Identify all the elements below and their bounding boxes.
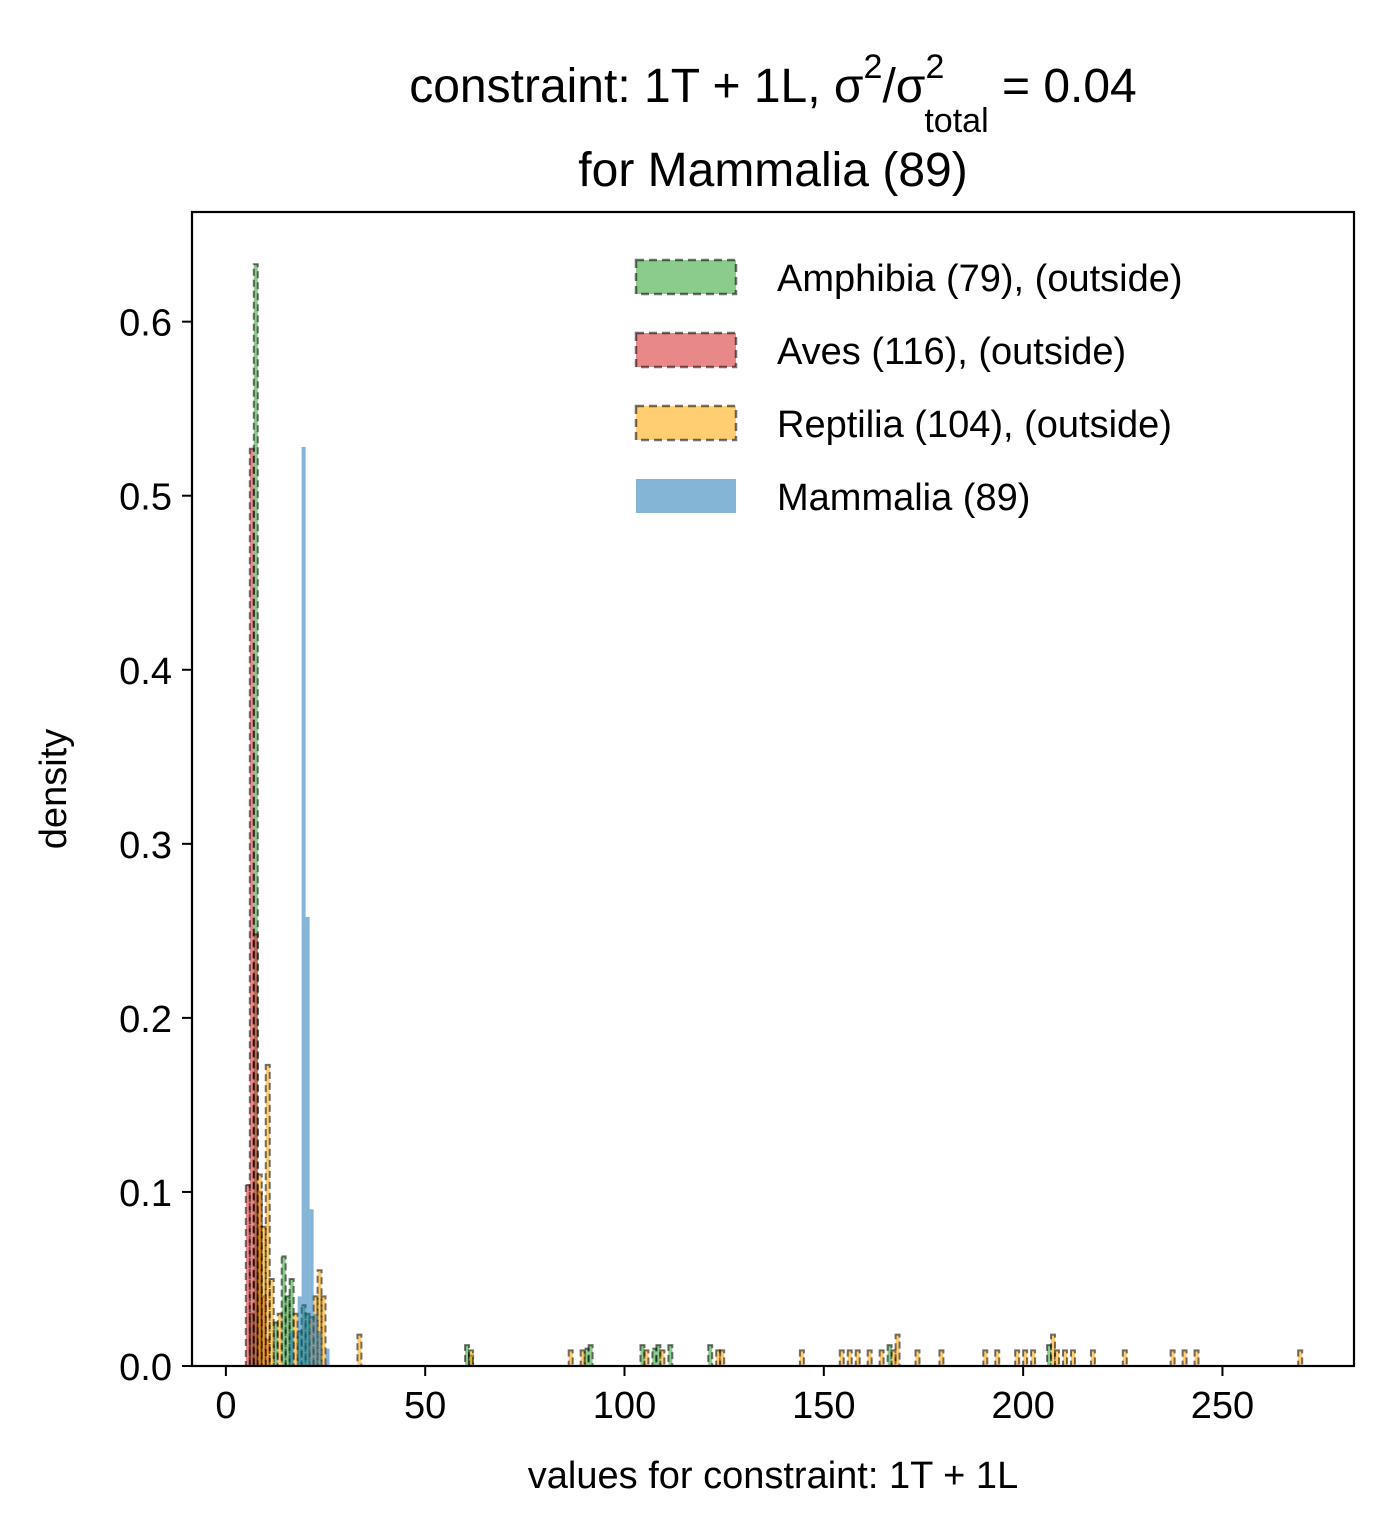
bar — [643, 1349, 650, 1367]
legend-item: Reptilia (104), (outside) — [634, 404, 1172, 446]
bar — [305, 916, 310, 1366]
x-axis: 0 50 100 150 200 250 — [215, 1366, 1254, 1427]
bar — [292, 1312, 299, 1368]
legend: Amphibia (79), (outside) Aves (116), (out… — [634, 258, 1183, 519]
bar — [309, 1209, 314, 1366]
bar — [468, 1349, 475, 1367]
bar — [1121, 1349, 1128, 1367]
bar — [938, 1349, 945, 1367]
series-mammalia-89 — [289, 446, 330, 1367]
chart-title: constraint: 1T + 1L, σ2/σ2 total = 0.04 — [409, 48, 1137, 140]
legend-item: Amphibia (79), (outside) — [634, 258, 1183, 300]
x-tick-label: 0 — [215, 1385, 236, 1427]
y-tick-label: 0.1 — [119, 1173, 172, 1215]
legend-swatch — [634, 404, 738, 442]
bar — [252, 263, 259, 1368]
bar — [878, 1349, 885, 1367]
legend-label: Aves (116), (outside) — [777, 331, 1126, 373]
bar — [838, 1349, 845, 1367]
bar — [1089, 1349, 1096, 1367]
bar — [1062, 1349, 1068, 1367]
bar — [914, 1349, 921, 1367]
y-tick-label: 0.3 — [119, 825, 172, 867]
bar — [320, 1295, 327, 1368]
bar — [846, 1349, 853, 1367]
y-tick-label: 0.5 — [119, 477, 172, 519]
legend-swatch — [636, 479, 736, 513]
bars-layer — [244, 263, 1304, 1368]
bar — [1069, 1349, 1076, 1367]
x-tick-label: 200 — [991, 1385, 1054, 1427]
bar — [1022, 1349, 1029, 1367]
y-axis-label: density — [33, 729, 75, 849]
bar — [866, 1349, 873, 1367]
bar — [707, 1344, 714, 1367]
bar — [719, 1349, 726, 1367]
bar — [659, 1349, 666, 1367]
bar — [1169, 1349, 1176, 1367]
bar — [667, 1344, 674, 1367]
legend-item: Aves (116), (outside) — [634, 331, 1126, 373]
bar — [301, 446, 306, 1367]
y-axis: 0.0 0.1 0.2 0.3 0.4 0.5 0.6 — [119, 303, 192, 1389]
bar — [994, 1349, 1001, 1367]
x-tick-label: 250 — [1191, 1385, 1254, 1427]
bar — [297, 1296, 302, 1366]
bar — [252, 933, 259, 1368]
bar — [248, 447, 255, 1368]
bar — [567, 1349, 574, 1367]
bar — [1193, 1349, 1200, 1367]
legend-swatch — [634, 258, 738, 296]
bar — [587, 1344, 594, 1367]
x-tick-label: 100 — [593, 1385, 656, 1427]
legend-item: Mammalia (89) — [636, 477, 1030, 519]
x-tick-label: 150 — [792, 1385, 855, 1427]
bar — [1030, 1349, 1037, 1367]
bar — [1297, 1349, 1304, 1367]
bar — [325, 1348, 330, 1366]
bar — [798, 1349, 805, 1367]
plot-frame — [190, 210, 1356, 1368]
legend-swatch — [634, 331, 738, 369]
bar — [356, 1333, 363, 1368]
bar — [313, 1313, 318, 1366]
series-reptilia-104-outside — [256, 1063, 1304, 1368]
chart-subtitle: for Mammalia (89) — [578, 144, 967, 197]
bar — [894, 1333, 901, 1368]
y-tick-label: 0.0 — [119, 1347, 172, 1389]
bar — [289, 1331, 294, 1366]
y-tick-label: 0.6 — [119, 303, 172, 345]
bar — [268, 1277, 275, 1367]
bar — [1014, 1349, 1021, 1367]
legend-label: Amphibia (79), (outside) — [777, 258, 1183, 300]
bar — [317, 1331, 322, 1366]
bar — [1181, 1349, 1188, 1367]
y-tick-label: 0.2 — [119, 999, 172, 1041]
bar — [276, 1312, 283, 1368]
bar — [264, 1063, 271, 1367]
bar — [854, 1349, 861, 1367]
bar — [1054, 1349, 1061, 1367]
y-tick-label: 0.4 — [119, 651, 172, 693]
bar — [579, 1349, 586, 1367]
legend-label: Mammalia (89) — [777, 477, 1030, 519]
x-axis-label: values for constraint: 1T + 1L — [528, 1455, 1018, 1497]
legend-label: Reptilia (104), (outside) — [777, 404, 1172, 446]
bar — [982, 1349, 989, 1367]
x-tick-label: 50 — [404, 1385, 446, 1427]
